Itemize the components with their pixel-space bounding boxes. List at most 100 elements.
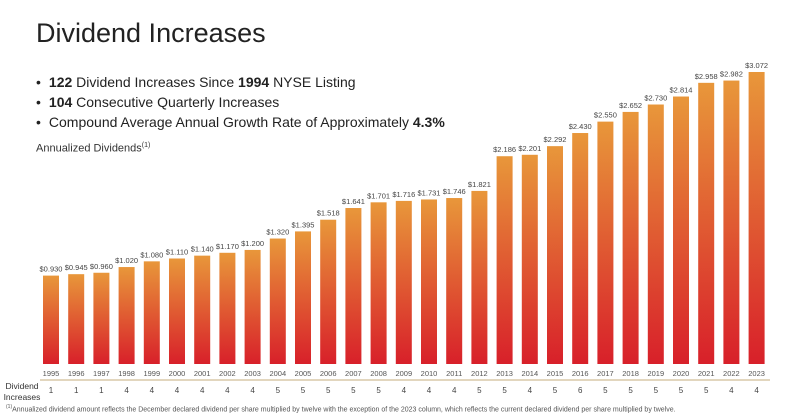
increase-count: 4 bbox=[175, 386, 180, 395]
increase-count: 5 bbox=[654, 386, 659, 395]
increase-count: 4 bbox=[225, 386, 230, 395]
data-label: $1.731 bbox=[418, 188, 441, 197]
bar bbox=[622, 111, 639, 364]
increase-count: 4 bbox=[427, 386, 432, 395]
bar bbox=[446, 198, 463, 364]
row-label: Dividend bbox=[5, 381, 38, 391]
data-label: $1.140 bbox=[191, 245, 214, 254]
bar bbox=[169, 258, 185, 364]
bar bbox=[345, 208, 362, 364]
increase-count: 4 bbox=[754, 386, 759, 395]
x-tick-label: 2002 bbox=[219, 369, 236, 378]
increase-count: 5 bbox=[477, 386, 482, 395]
increase-count: 5 bbox=[603, 386, 608, 395]
x-tick-label: 2016 bbox=[572, 369, 589, 378]
x-tick-label: 1996 bbox=[68, 369, 85, 378]
increase-count: 5 bbox=[553, 386, 558, 395]
data-label: $1.701 bbox=[367, 191, 390, 200]
bar bbox=[748, 72, 765, 364]
increase-count: 4 bbox=[402, 386, 407, 395]
data-label: $2.652 bbox=[619, 101, 642, 110]
bar bbox=[673, 96, 689, 364]
chart-subtitle: Annualized Dividends(1) bbox=[36, 142, 151, 155]
data-label: $2.430 bbox=[569, 122, 592, 131]
x-tick-label: 2001 bbox=[194, 369, 211, 378]
data-label: $1.080 bbox=[140, 250, 163, 259]
data-label: $1.170 bbox=[216, 242, 239, 251]
x-tick-label: 2010 bbox=[421, 369, 438, 378]
bar bbox=[219, 252, 236, 364]
bullet-item: 104 Consecutive Quarterly Increases bbox=[36, 92, 445, 112]
data-label: $2.814 bbox=[670, 86, 693, 95]
data-label: $1.716 bbox=[392, 190, 415, 199]
x-tick-label: 1999 bbox=[143, 369, 160, 378]
data-label: $2.186 bbox=[493, 145, 516, 154]
x-tick-label: 2015 bbox=[547, 369, 564, 378]
x-tick-label: 2008 bbox=[370, 369, 387, 378]
x-tick-label: 2013 bbox=[496, 369, 513, 378]
bar bbox=[395, 200, 412, 364]
increase-count: 4 bbox=[150, 386, 155, 395]
bar bbox=[572, 133, 589, 364]
x-tick-label: 2011 bbox=[446, 369, 462, 378]
bar bbox=[118, 267, 135, 364]
data-label: $2.550 bbox=[594, 111, 617, 120]
x-tick-label: 2003 bbox=[244, 369, 261, 378]
increase-count: 5 bbox=[628, 386, 633, 395]
x-tick-label: 2004 bbox=[269, 369, 286, 378]
bar bbox=[320, 219, 337, 364]
x-tick-label: 1995 bbox=[43, 369, 60, 378]
increase-count: 5 bbox=[679, 386, 684, 395]
page-title: Dividend Increases bbox=[36, 18, 266, 48]
bar bbox=[496, 156, 513, 364]
data-label: $0.945 bbox=[65, 263, 88, 272]
x-tick-label: 2000 bbox=[169, 369, 186, 378]
data-label: $3.072 bbox=[745, 61, 768, 70]
bullet-list: 122 Dividend Increases Since 1994 NYSE L… bbox=[36, 72, 445, 132]
x-tick-label: 2009 bbox=[395, 369, 412, 378]
bar bbox=[521, 154, 538, 364]
bar bbox=[68, 274, 85, 364]
increase-count: 5 bbox=[301, 386, 306, 395]
increase-count: 5 bbox=[376, 386, 381, 395]
increase-count: 1 bbox=[74, 386, 79, 395]
data-label: $0.960 bbox=[90, 262, 113, 271]
data-label: $1.641 bbox=[342, 197, 365, 206]
bar bbox=[547, 146, 563, 364]
increase-count: 4 bbox=[200, 386, 205, 395]
bullet-item: 122 Dividend Increases Since 1994 NYSE L… bbox=[36, 72, 445, 92]
increase-count: 4 bbox=[729, 386, 734, 395]
data-label: $2.958 bbox=[695, 72, 718, 81]
footnote: (1)Annualized dividend amount reflects t… bbox=[6, 404, 676, 414]
bar bbox=[421, 199, 437, 364]
bar bbox=[295, 231, 311, 364]
bar bbox=[597, 121, 614, 364]
data-label: $2.982 bbox=[720, 70, 743, 79]
bar bbox=[370, 202, 387, 364]
data-label: $1.746 bbox=[443, 187, 466, 196]
data-label: $2.730 bbox=[644, 94, 667, 103]
data-label: $1.020 bbox=[115, 256, 138, 265]
bar bbox=[698, 82, 715, 364]
increase-count: 5 bbox=[704, 386, 709, 395]
increase-count: 5 bbox=[326, 386, 331, 395]
data-label: $2.292 bbox=[544, 135, 567, 144]
increase-count: 5 bbox=[276, 386, 281, 395]
increase-count: 4 bbox=[452, 386, 457, 395]
increase-count: 4 bbox=[250, 386, 255, 395]
data-label: $0.930 bbox=[40, 265, 63, 274]
row-label: Increases bbox=[4, 392, 41, 402]
x-tick-label: 2014 bbox=[521, 369, 538, 378]
x-tick-label: 2021 bbox=[698, 369, 715, 378]
data-label: $1.395 bbox=[292, 220, 315, 229]
x-tick-label: 1997 bbox=[93, 369, 110, 378]
x-tick-label: 2007 bbox=[345, 369, 362, 378]
data-label: $2.201 bbox=[518, 144, 541, 153]
bar bbox=[269, 238, 286, 364]
increase-count: 5 bbox=[351, 386, 356, 395]
bar bbox=[143, 261, 160, 364]
data-label: $1.821 bbox=[468, 180, 491, 189]
x-tick-label: 2023 bbox=[748, 369, 765, 378]
x-tick-label: 2022 bbox=[723, 369, 740, 378]
x-tick-label: 2006 bbox=[320, 369, 337, 378]
